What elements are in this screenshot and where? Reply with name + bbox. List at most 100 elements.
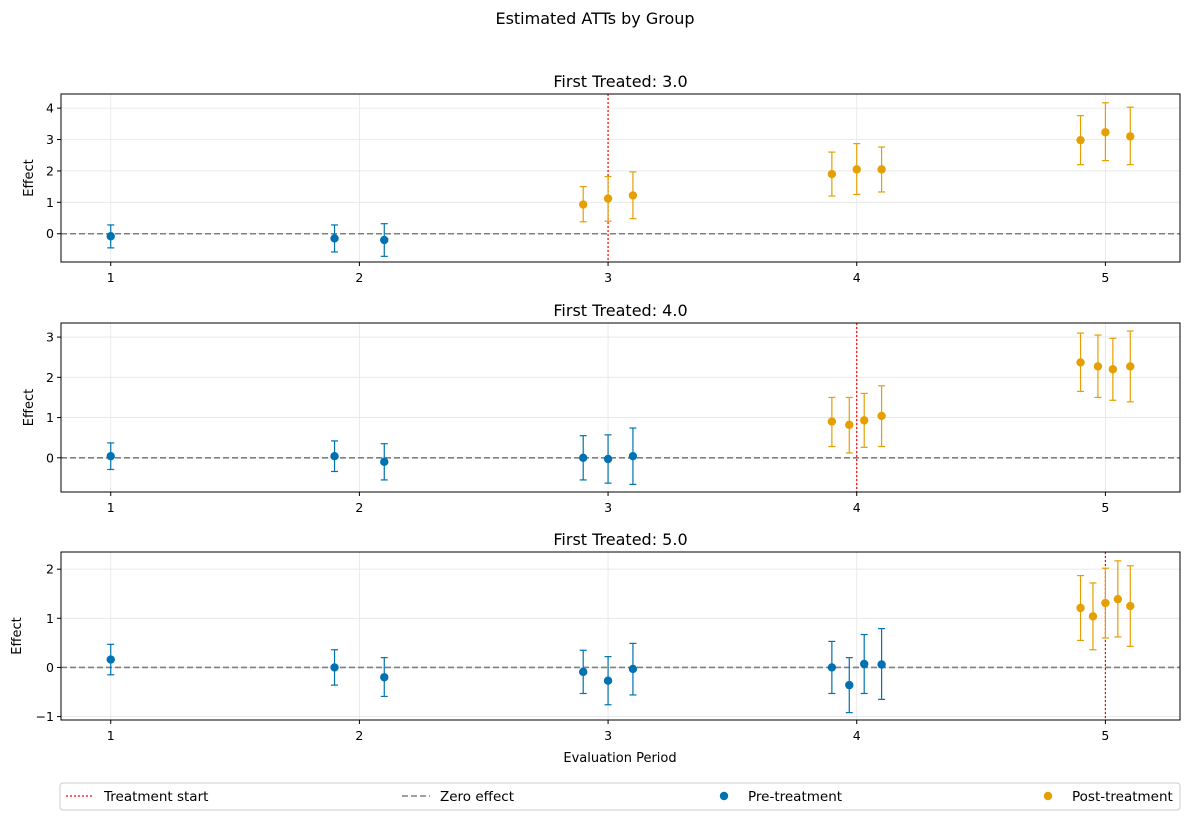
pre-treatment-point bbox=[859, 659, 869, 669]
figure-title: Estimated ATTs by Group bbox=[495, 9, 694, 28]
legend-pre-marker bbox=[719, 791, 729, 801]
post-treatment-point bbox=[845, 420, 854, 430]
legend-item: Post-treatment bbox=[1043, 789, 1173, 805]
pre-treatment-point bbox=[380, 235, 389, 245]
pre-treatment-point bbox=[380, 673, 389, 682]
post-treatment-point bbox=[1101, 128, 1110, 137]
y-tick-label: 1 bbox=[46, 195, 54, 210]
pre-treatment-point bbox=[579, 453, 588, 462]
post-treatment-point bbox=[859, 416, 869, 425]
post-treatment-point bbox=[877, 411, 886, 421]
post-treatment-point bbox=[1126, 362, 1135, 371]
y-tick-label: 1 bbox=[46, 410, 54, 425]
post-treatment-point bbox=[1108, 365, 1118, 374]
legend-label: Pre-treatment bbox=[748, 789, 842, 805]
pre-treatment-point bbox=[628, 451, 638, 461]
pre-treatment-point bbox=[845, 680, 854, 690]
pre-treatment-point bbox=[603, 676, 613, 685]
x-tick-label: 4 bbox=[853, 728, 861, 743]
legend: Treatment start Zero effect Pre-treatment P… bbox=[59, 782, 1181, 811]
x-tick-label: 5 bbox=[1101, 270, 1109, 285]
post-treatment-point bbox=[827, 169, 837, 179]
pre-treatment-point bbox=[827, 663, 837, 672]
x-tick-label: 2 bbox=[355, 270, 363, 285]
post-treatment-point bbox=[1076, 135, 1085, 145]
axes-frame bbox=[60, 93, 1181, 263]
x-tick-label: 1 bbox=[107, 270, 115, 285]
plot-area bbox=[61, 94, 1180, 262]
pre-treatment-point bbox=[628, 664, 638, 674]
plot-area bbox=[61, 552, 1180, 720]
pre-treatment-point bbox=[579, 667, 588, 677]
post-treatment-point bbox=[1076, 603, 1085, 613]
post-treatment-point bbox=[1113, 594, 1123, 604]
panel-title: First Treated: 4.0 bbox=[553, 301, 687, 320]
post-treatment-point bbox=[579, 200, 588, 209]
panel-title: First Treated: 3.0 bbox=[553, 72, 687, 91]
x-tick-label: 4 bbox=[853, 270, 861, 285]
panel-2: 1 2 3 4 5 0 1 2 3 First Treated: 4.0 Effect bbox=[22, 301, 1181, 515]
y-axis-label: Effect bbox=[22, 389, 37, 426]
x-tick-label: 1 bbox=[107, 500, 115, 515]
y-tick-label: −1 bbox=[36, 709, 54, 724]
legend-item: Treatment start bbox=[66, 789, 208, 805]
legend-label: Zero effect bbox=[440, 789, 514, 805]
y-tick-label: 0 bbox=[46, 660, 54, 675]
x-tick-label: 3 bbox=[604, 500, 612, 515]
x-tick-label: 4 bbox=[853, 500, 861, 515]
post-treatment-point bbox=[1101, 598, 1110, 608]
pre-treatment-point bbox=[603, 454, 613, 464]
axes-frame bbox=[60, 551, 1181, 721]
y-axis-label: Effect bbox=[22, 159, 37, 196]
pre-treatment-point bbox=[877, 660, 886, 669]
post-treatment-point bbox=[852, 165, 861, 174]
x-tick-label: 2 bbox=[355, 500, 363, 515]
post-treatment-point bbox=[1076, 358, 1085, 367]
panel-1: 1 2 3 4 5 0 1 2 3 4 First Treated: 3.0 Effect bbox=[22, 72, 1181, 285]
pre-treatment-point bbox=[380, 457, 389, 467]
pre-treatment-point bbox=[330, 234, 339, 243]
x-tick-label: 3 bbox=[604, 728, 612, 743]
post-treatment-point bbox=[628, 191, 638, 200]
y-tick-label: 0 bbox=[46, 450, 54, 465]
x-tick-label: 1 bbox=[107, 728, 115, 743]
y-tick-label: 1 bbox=[46, 611, 54, 626]
plot-area bbox=[61, 323, 1180, 492]
y-tick-label: 2 bbox=[46, 562, 54, 577]
axes-frame bbox=[60, 322, 1181, 493]
y-tick-label: 0 bbox=[46, 226, 54, 241]
y-tick-label: 3 bbox=[46, 330, 54, 345]
legend-post-marker bbox=[1043, 791, 1053, 801]
legend-frame bbox=[59, 782, 1181, 811]
y-tick-label: 2 bbox=[46, 370, 54, 385]
pre-treatment-point bbox=[330, 663, 339, 672]
post-treatment-point bbox=[1088, 612, 1098, 621]
y-tick-label: 2 bbox=[46, 163, 54, 178]
post-treatment-point bbox=[1126, 601, 1135, 611]
legend-label: Treatment start bbox=[103, 789, 208, 805]
x-axis-label: Evaluation Period bbox=[563, 751, 676, 766]
panel-title: First Treated: 5.0 bbox=[553, 530, 687, 549]
y-axis-label: Effect bbox=[10, 617, 25, 654]
panel-3: 1 2 3 4 5 −1 0 1 2 First Treated: 5.0 Effect bbox=[10, 530, 1181, 743]
post-treatment-point bbox=[603, 194, 613, 203]
pre-treatment-point bbox=[330, 451, 339, 461]
pre-treatment-point bbox=[106, 451, 115, 461]
pre-treatment-point bbox=[106, 655, 115, 664]
x-tick-label: 3 bbox=[604, 270, 612, 285]
legend-label: Post-treatment bbox=[1072, 789, 1173, 805]
legend-item: Zero effect bbox=[402, 789, 514, 805]
legend-item: Pre-treatment bbox=[719, 789, 842, 805]
post-treatment-point bbox=[827, 417, 837, 426]
post-treatment-point bbox=[1093, 362, 1103, 371]
post-treatment-point bbox=[1126, 132, 1135, 141]
post-treatment-point bbox=[877, 165, 886, 174]
x-tick-label: 2 bbox=[355, 728, 363, 743]
x-tick-label: 5 bbox=[1101, 728, 1109, 743]
y-tick-label: 4 bbox=[46, 101, 54, 116]
pre-treatment-point bbox=[106, 232, 115, 241]
y-tick-label: 3 bbox=[46, 132, 54, 147]
x-tick-label: 5 bbox=[1101, 500, 1109, 515]
panels: 1 2 3 4 5 0 1 2 3 4 First Treated: 3.0 Effect 1 2 3 4 5 0… bbox=[10, 72, 1181, 743]
